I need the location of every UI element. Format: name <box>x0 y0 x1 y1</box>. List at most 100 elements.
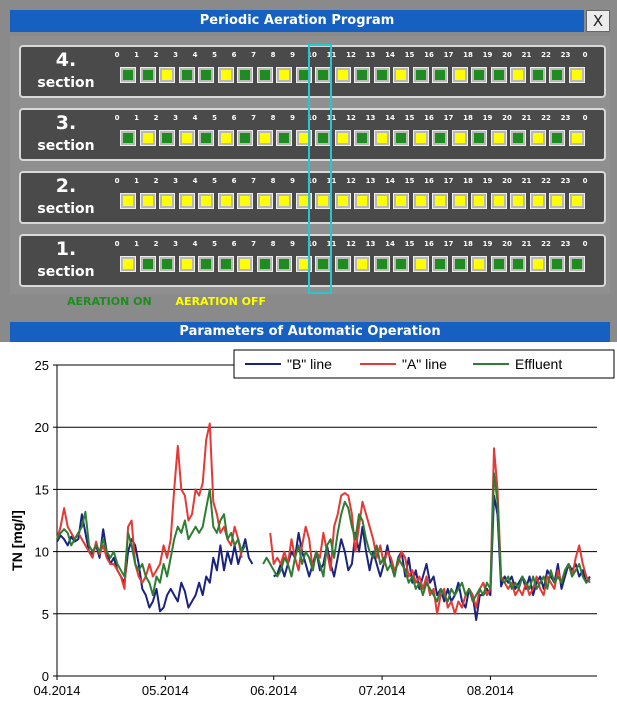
aeration-slot-off[interactable] <box>295 193 312 209</box>
aeration-slot-off[interactable] <box>295 256 312 272</box>
aeration-slot-on[interactable] <box>451 256 468 272</box>
aeration-slot-off[interactable] <box>178 130 195 146</box>
aeration-slot-off[interactable] <box>510 193 526 209</box>
aeration-slot-off[interactable] <box>451 193 468 209</box>
aeration-slot-on[interactable] <box>276 130 292 146</box>
aeration-slot-on[interactable] <box>120 67 136 83</box>
aeration-slot-on[interactable] <box>139 256 156 272</box>
aeration-slot-on[interactable] <box>393 130 409 146</box>
aeration-slot-on[interactable] <box>471 67 487 83</box>
aeration-slot-off[interactable] <box>276 67 292 83</box>
aeration-slot-on[interactable] <box>237 130 253 146</box>
aeration-slot-on[interactable] <box>159 256 175 272</box>
aeration-slot-on[interactable] <box>198 130 214 146</box>
aeration-slot-off[interactable] <box>237 193 253 209</box>
aeration-slot-off[interactable] <box>354 193 370 209</box>
parameters-header[interactable]: Parameters of Automatic Operation <box>10 322 610 342</box>
aeration-slot-off[interactable] <box>549 193 565 209</box>
aeration-slot-off[interactable] <box>256 193 273 209</box>
aeration-slot-off[interactable] <box>315 193 331 209</box>
aeration-slot-off[interactable] <box>120 256 136 272</box>
aeration-slot-on[interactable] <box>198 256 214 272</box>
aeration-slot-off[interactable] <box>471 256 487 272</box>
aeration-slot-on[interactable] <box>217 256 234 272</box>
aeration-slot-on[interactable] <box>549 256 565 272</box>
aeration-slot-off[interactable] <box>334 193 351 209</box>
aeration-slot-on[interactable] <box>373 67 390 83</box>
aeration-slot-on[interactable] <box>412 67 429 83</box>
aeration-slot-off[interactable] <box>178 256 195 272</box>
aeration-slot-on[interactable] <box>315 256 331 272</box>
aeration-slot-off[interactable] <box>568 67 585 83</box>
aeration-slot-off[interactable] <box>393 67 409 83</box>
aeration-slot-on[interactable] <box>432 67 448 83</box>
aeration-slot-on[interactable] <box>276 256 292 272</box>
slot-fill <box>454 70 465 80</box>
aeration-slot-on[interactable] <box>334 256 351 272</box>
aeration-slot-off[interactable] <box>217 193 234 209</box>
aeration-slot-off[interactable] <box>373 193 390 209</box>
aeration-slot-on[interactable] <box>315 130 331 146</box>
aeration-slot-on[interactable] <box>549 67 565 83</box>
aeration-slot-off[interactable] <box>393 193 409 209</box>
aeration-slot-off[interactable] <box>412 193 429 209</box>
aeration-slot-off[interactable] <box>373 130 390 146</box>
aeration-slot-off[interactable] <box>276 193 292 209</box>
aeration-slot-off[interactable] <box>354 256 370 272</box>
aeration-slot-on[interactable] <box>120 130 136 146</box>
aeration-slot-on[interactable] <box>354 130 370 146</box>
aeration-slot-off[interactable] <box>217 67 234 83</box>
aeration-slot-on[interactable] <box>295 67 312 83</box>
aeration-slot-off[interactable] <box>159 67 175 83</box>
aeration-slot-on[interactable] <box>393 256 409 272</box>
aeration-slot-on[interactable] <box>178 67 195 83</box>
aeration-slot-off[interactable] <box>568 130 585 146</box>
aeration-slot-on[interactable] <box>568 256 585 272</box>
aeration-slot-off[interactable] <box>510 67 526 83</box>
aeration-slot-on[interactable] <box>529 67 546 83</box>
aeration-slot-off[interactable] <box>471 193 487 209</box>
aeration-slot-on[interactable] <box>256 67 273 83</box>
aeration-slot-off[interactable] <box>237 256 253 272</box>
aeration-slot-off[interactable] <box>412 130 429 146</box>
aeration-slot-off[interactable] <box>412 256 429 272</box>
aeration-slot-on[interactable] <box>490 256 507 272</box>
aeration-slot-on[interactable] <box>159 130 175 146</box>
aeration-slot-on[interactable] <box>471 130 487 146</box>
aeration-slot-off[interactable] <box>432 193 448 209</box>
aeration-slot-off[interactable] <box>198 193 214 209</box>
aeration-slot-off[interactable] <box>490 193 507 209</box>
aeration-slot-on[interactable] <box>315 67 331 83</box>
aeration-slot-on[interactable] <box>139 67 156 83</box>
aeration-slot-on[interactable] <box>432 256 448 272</box>
aeration-slot-off[interactable] <box>217 130 234 146</box>
aeration-slot-off[interactable] <box>568 193 585 209</box>
aeration-slot-off[interactable] <box>178 193 195 209</box>
aeration-slot-on[interactable] <box>256 256 273 272</box>
aeration-slot-on[interactable] <box>510 256 526 272</box>
aeration-slot-on[interactable] <box>510 130 526 146</box>
aeration-slot-off[interactable] <box>529 193 546 209</box>
series-line <box>56 472 591 603</box>
aeration-slot-off[interactable] <box>139 130 156 146</box>
aeration-slot-off[interactable] <box>295 130 312 146</box>
aeration-slot-on[interactable] <box>432 130 448 146</box>
aeration-slot-off[interactable] <box>159 193 175 209</box>
aeration-slot-off[interactable] <box>529 130 546 146</box>
aeration-slot-on[interactable] <box>198 67 214 83</box>
aeration-slot-off[interactable] <box>139 193 156 209</box>
aeration-slot-on[interactable] <box>237 67 253 83</box>
aeration-slot-on[interactable] <box>373 256 390 272</box>
aeration-slot-off[interactable] <box>120 193 136 209</box>
aeration-slot-off[interactable] <box>490 130 507 146</box>
aeration-slot-on[interactable] <box>549 130 565 146</box>
aeration-slot-off[interactable] <box>451 130 468 146</box>
aeration-slot-on[interactable] <box>354 67 370 83</box>
close-button[interactable]: X <box>586 10 610 32</box>
aeration-slot-on[interactable] <box>490 67 507 83</box>
aeration-slot-off[interactable] <box>529 256 546 272</box>
aeration-slot-off[interactable] <box>334 67 351 83</box>
aeration-slot-off[interactable] <box>256 130 273 146</box>
aeration-slot-off[interactable] <box>451 67 468 83</box>
aeration-slot-off[interactable] <box>334 130 351 146</box>
